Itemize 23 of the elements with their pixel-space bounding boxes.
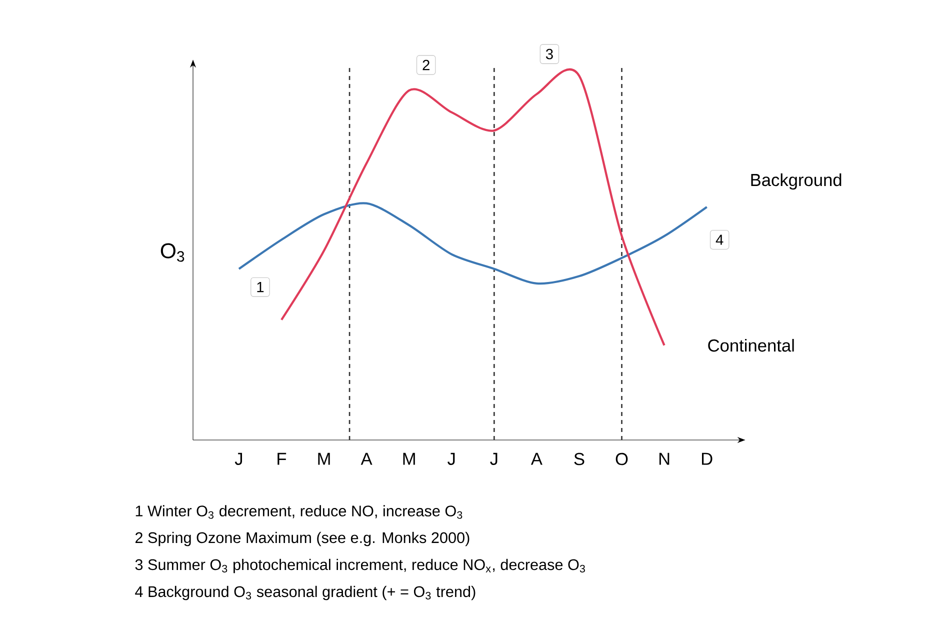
annotation: 1 bbox=[257, 282, 264, 292]
text: 3 bbox=[546, 48, 553, 60]
x-tick-label: A bbox=[360, 452, 372, 465]
text: 4 Background O$_{3}$ seasonal gradient (+ = O$_{3}$ trend) bbox=[135, 586, 476, 600]
x-tick-label: S bbox=[574, 452, 584, 466]
x-tick-label: M bbox=[318, 452, 330, 465]
x-tick-label: M bbox=[403, 452, 415, 465]
text: Continental bbox=[708, 338, 794, 352]
x-tick-label: F bbox=[278, 452, 286, 465]
text: 2 bbox=[422, 60, 430, 70]
x-tick-label: J bbox=[490, 452, 498, 465]
x-tick-label: J bbox=[234, 452, 242, 465]
text: 2 Spring Ozone Maximum (see e.g. Monks 2000) bbox=[135, 532, 470, 546]
text: 3 Summer O$_{3}$ photochemical increment, reduce NO$_{x}$, decrease O$_{3}$ bbox=[135, 558, 585, 574]
x-tick-label: D bbox=[702, 452, 712, 465]
x-tick-label: N bbox=[659, 452, 670, 465]
x-tick-label: O bbox=[616, 452, 628, 466]
y-axis-title: O$_{3}$ bbox=[160, 243, 184, 262]
text: Background bbox=[751, 173, 842, 190]
x-tick-label: J bbox=[448, 452, 455, 465]
text: 1 Winter O$_{3}$ decrement, reduce NO, increase O$_{3}$ bbox=[136, 505, 462, 519]
annotation: 4 bbox=[716, 234, 724, 245]
x-tick-label: A bbox=[530, 452, 542, 465]
